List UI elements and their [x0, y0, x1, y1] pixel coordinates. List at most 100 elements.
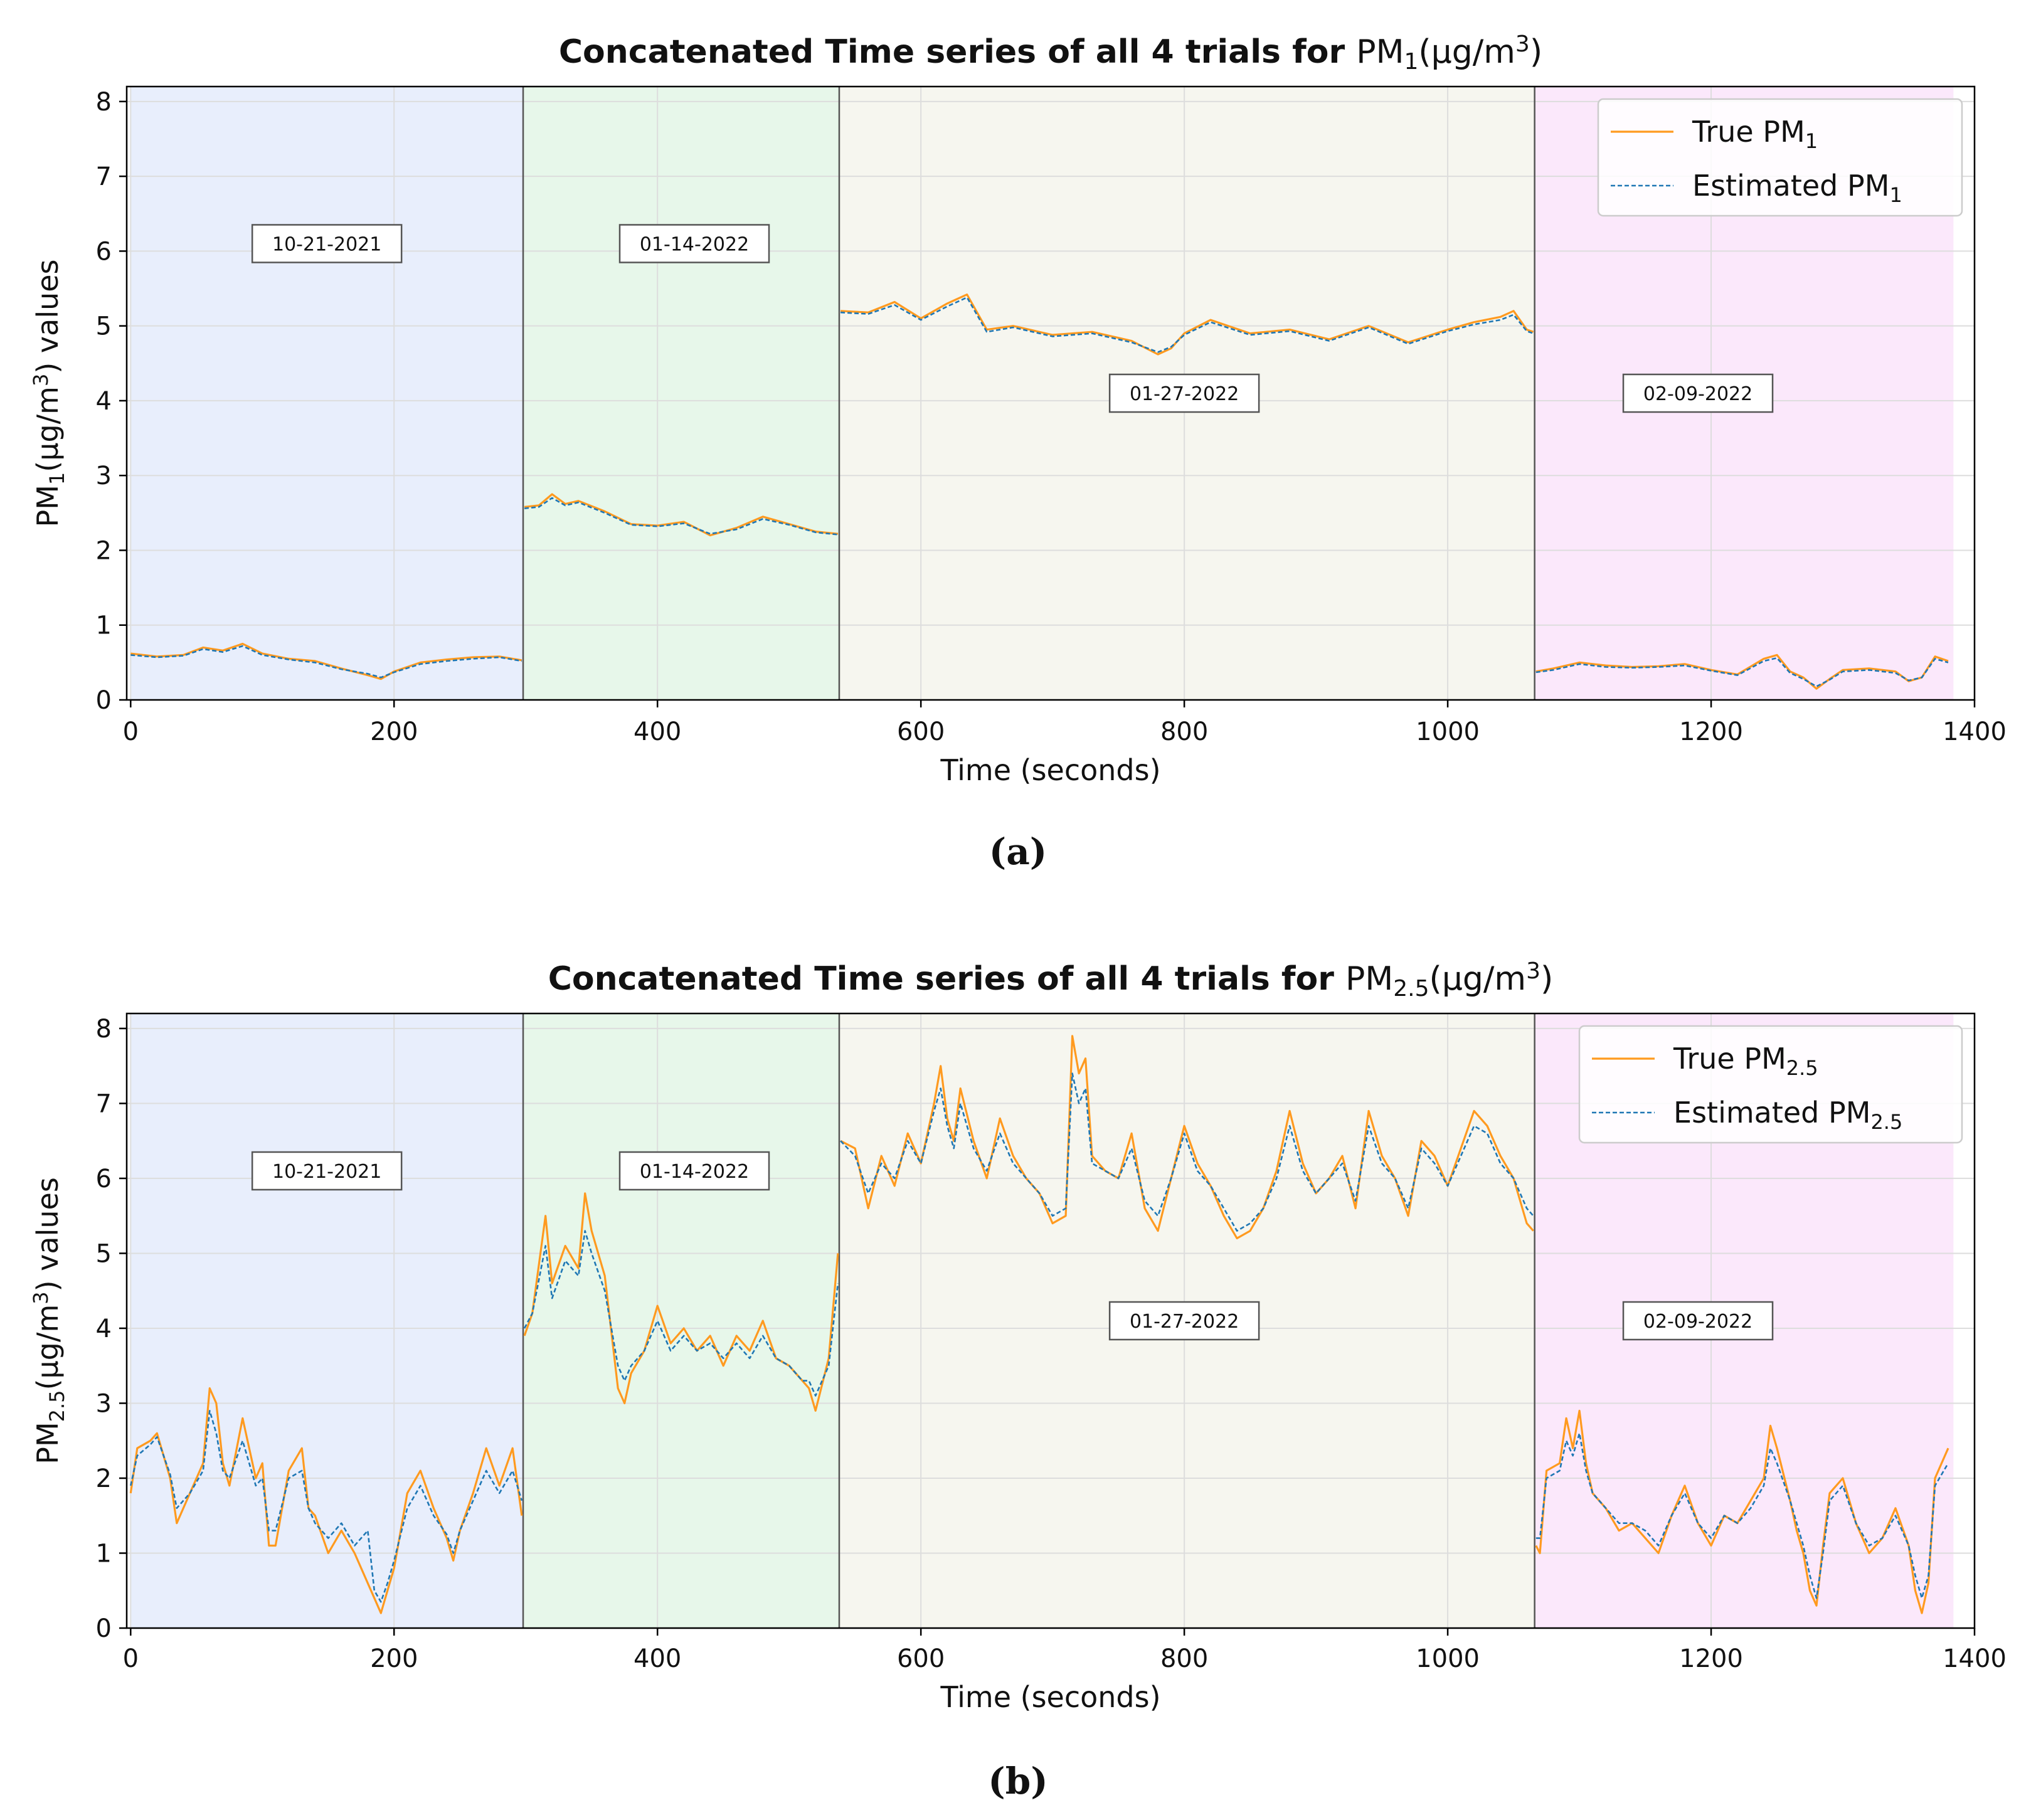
title-bold-text: Concatenated Time series of all 4 trials…: [559, 33, 1356, 71]
trial-span-2: [523, 87, 839, 700]
chart-title: Concatenated Time series of all 4 trials…: [548, 958, 1554, 1002]
legend-estimated-subscript: 1: [1889, 183, 1902, 207]
estimated-series-line-trial-3: [840, 296, 1534, 353]
trial-date-box-4: [1622, 1301, 1774, 1341]
y-tick-label: 1: [96, 1539, 112, 1568]
x-tick-label: 1000: [1416, 717, 1480, 746]
title-superscript: 3: [1526, 958, 1540, 984]
true-series-line-trial-1: [129, 1387, 523, 1614]
trial-span-2: [523, 1013, 839, 1628]
y-tick-label: 6: [96, 1165, 112, 1193]
trial-date-label-2: 01-14-2022: [640, 1161, 749, 1183]
legend-estimated-text: Estimated PM: [1692, 169, 1889, 203]
legend-true-subscript: 1: [1805, 129, 1818, 153]
trial-date-box-1: [251, 224, 403, 263]
x-tick-label: 0: [123, 717, 139, 746]
title-unit-close: ): [1530, 33, 1542, 71]
title-superscript: 3: [1515, 31, 1530, 57]
y-label-subscript: 2.5: [45, 1390, 69, 1422]
title-subscript: 1: [1404, 49, 1418, 75]
y-tick-label: 2: [96, 536, 112, 565]
estimated-series-line-trial-1: [130, 645, 522, 679]
x-tick-label: 600: [897, 1644, 945, 1673]
trial-date-label-2: 01-14-2022: [640, 233, 749, 255]
trial-date-box-2: [618, 1151, 770, 1191]
panel-label: (b): [988, 1760, 1047, 1802]
legend-true-label: True PM2.5: [1673, 1042, 1818, 1080]
y-tick-label: 8: [96, 88, 112, 117]
trial-span-1: [130, 1013, 524, 1628]
estimated-series-line-trial-1: [130, 1410, 523, 1603]
legend-estimated-text: Estimated PM: [1673, 1096, 1870, 1130]
x-tick-label: 600: [897, 717, 945, 746]
y-tick-label: 3: [96, 462, 112, 490]
trial-date-box-3: [1108, 1301, 1260, 1341]
title-bold-text: Concatenated Time series of all 4 trials…: [548, 960, 1345, 998]
x-tick-label: 800: [1160, 1644, 1208, 1673]
estimated-series-line-trial-3: [840, 1072, 1534, 1232]
y-tick-label: 6: [96, 237, 112, 266]
legend-true-label: True PM1: [1692, 115, 1818, 153]
trial-date-label-1: 10-21-2021: [272, 233, 381, 255]
chart-panel-a: 10-21-2021 01-14-2022 01-27-2022 02-09-2022…: [29, 31, 2007, 873]
x-tick-label: 1400: [1943, 717, 2007, 746]
estimated-series-line-trial-2: [523, 1230, 839, 1397]
x-tick-label: 400: [634, 717, 681, 746]
title-subscript: 2.5: [1393, 976, 1429, 1002]
x-tick-label: 1200: [1679, 1644, 1743, 1673]
trial-date-label-4: 02-09-2022: [1643, 383, 1752, 405]
title-unit: (µg/m: [1429, 960, 1527, 998]
y-label-superscript: 3: [29, 1291, 53, 1304]
y-tick-label: 2: [96, 1464, 112, 1493]
y-label-unit-close: ) values: [31, 259, 65, 373]
plot-frame: [125, 1012, 1976, 1629]
x-tick-label: 1200: [1679, 717, 1743, 746]
legend-estimated-subscript: 2.5: [1870, 1110, 1902, 1134]
y-tick-label: 3: [96, 1389, 112, 1418]
trial-date-label-1: 10-21-2021: [272, 1161, 381, 1183]
y-label-subscript: 1: [45, 472, 69, 485]
x-axis-label: Time (seconds): [940, 753, 1160, 787]
trial-span-1: [130, 87, 524, 700]
x-tick-label: 0: [123, 1644, 139, 1673]
true-series-line-trial-2: [524, 493, 839, 537]
trial-date-box-4: [1622, 373, 1774, 413]
title-unit-close: ): [1540, 960, 1553, 998]
trial-date-box-1: [251, 1151, 403, 1191]
y-axis-label: PM1(µg/m3) values: [29, 259, 69, 527]
legend-estimated-label: Estimated PM1: [1692, 169, 1902, 207]
legend-true-text: True PM: [1673, 1042, 1786, 1076]
x-axis-label: Time (seconds): [940, 1680, 1160, 1714]
legend-true-text: True PM: [1692, 115, 1805, 149]
trial-date-label-3: 01-27-2022: [1130, 383, 1239, 405]
trial-date-box-3: [1108, 373, 1260, 413]
legend-box: [1578, 1025, 1963, 1144]
plot-frame: [125, 85, 1976, 701]
y-label-superscript: 3: [29, 374, 53, 386]
x-tick-label: 1000: [1416, 1644, 1480, 1673]
trial-date-label-3: 01-27-2022: [1130, 1311, 1239, 1333]
y-tick-label: 0: [96, 1614, 112, 1643]
y-label-main: PM: [31, 1422, 65, 1464]
legend: True PM2.5 Estimated PM2.5: [1578, 1025, 1963, 1144]
y-tick-label: 5: [96, 1239, 112, 1268]
y-tick-label: 0: [96, 686, 112, 715]
estimated-series-line-trial-4: [1535, 1432, 1949, 1599]
y-label-main: PM: [31, 485, 65, 527]
y-tick-label: 8: [96, 1015, 112, 1044]
y-tick-label: 4: [96, 387, 112, 416]
x-tick-label: 200: [370, 717, 418, 746]
title-pm: PM: [1356, 33, 1404, 71]
y-tick-label: 4: [96, 1315, 112, 1343]
y-tick-label: 7: [96, 1089, 112, 1118]
y-tick-label: 1: [96, 611, 112, 640]
y-tick-label: 7: [96, 162, 112, 191]
estimated-series-line-trial-4: [1535, 657, 1949, 687]
x-tick-label: 800: [1160, 717, 1208, 746]
y-tick-label: 5: [96, 312, 112, 341]
y-axis-label: PM2.5(µg/m3) values: [29, 1177, 69, 1464]
chart-panel-b: 10-21-2021 01-14-2022 01-27-2022 02-09-2022…: [29, 958, 2007, 1802]
panel-label: (a): [989, 830, 1047, 873]
y-label-unit-close: ) values: [31, 1177, 65, 1291]
